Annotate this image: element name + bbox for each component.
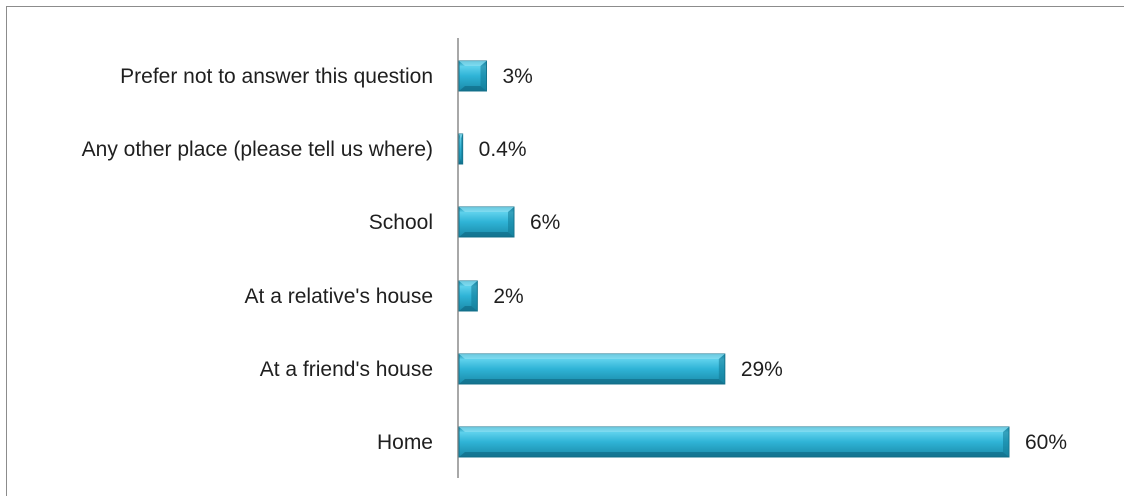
category-label-4: Any other place (please tell us where): [82, 138, 433, 161]
chart-frame: [6, 6, 1124, 496]
bar-4-bevel-right: [460, 134, 463, 164]
bar-4-bevel-top: [459, 134, 463, 139]
bar-1-bevel-top: [459, 354, 725, 359]
value-label-0: 60%: [1025, 431, 1067, 454]
bar-5-bevel-top: [459, 61, 487, 66]
bar-3-bevel-right: [508, 207, 514, 237]
bar-0-bevel-top: [459, 427, 1009, 432]
bar-3-bevel-bottom: [459, 232, 514, 237]
bar-5-bevel-right: [480, 61, 487, 91]
category-label-0: Home: [377, 431, 433, 454]
category-label-2: At a relative's house: [245, 285, 433, 308]
category-label-1: At a friend's house: [260, 358, 433, 381]
category-label-5: Prefer not to answer this question: [120, 65, 433, 88]
value-label-2: 2%: [493, 285, 523, 308]
category-label-3: School: [369, 211, 433, 234]
bar-0-bevel-bottom: [459, 452, 1009, 457]
bar-0-bevel-right: [1003, 427, 1009, 457]
bar-3-bevel-top: [459, 207, 514, 212]
value-label-4: 0.4%: [479, 138, 527, 161]
bar-4-bevel-bottom: [459, 159, 463, 164]
bar-2-bevel-bottom: [459, 306, 478, 311]
bar-1-bevel-right: [718, 354, 725, 384]
value-label-5: 3%: [503, 65, 533, 88]
bar-5-bevel-bottom: [459, 86, 487, 91]
bar-1-bevel-bottom: [459, 379, 725, 384]
value-label-3: 6%: [530, 211, 560, 234]
bar-2-bevel-right: [471, 281, 478, 311]
bar-2-bevel-top: [459, 281, 478, 286]
value-label-1: 29%: [741, 358, 783, 381]
